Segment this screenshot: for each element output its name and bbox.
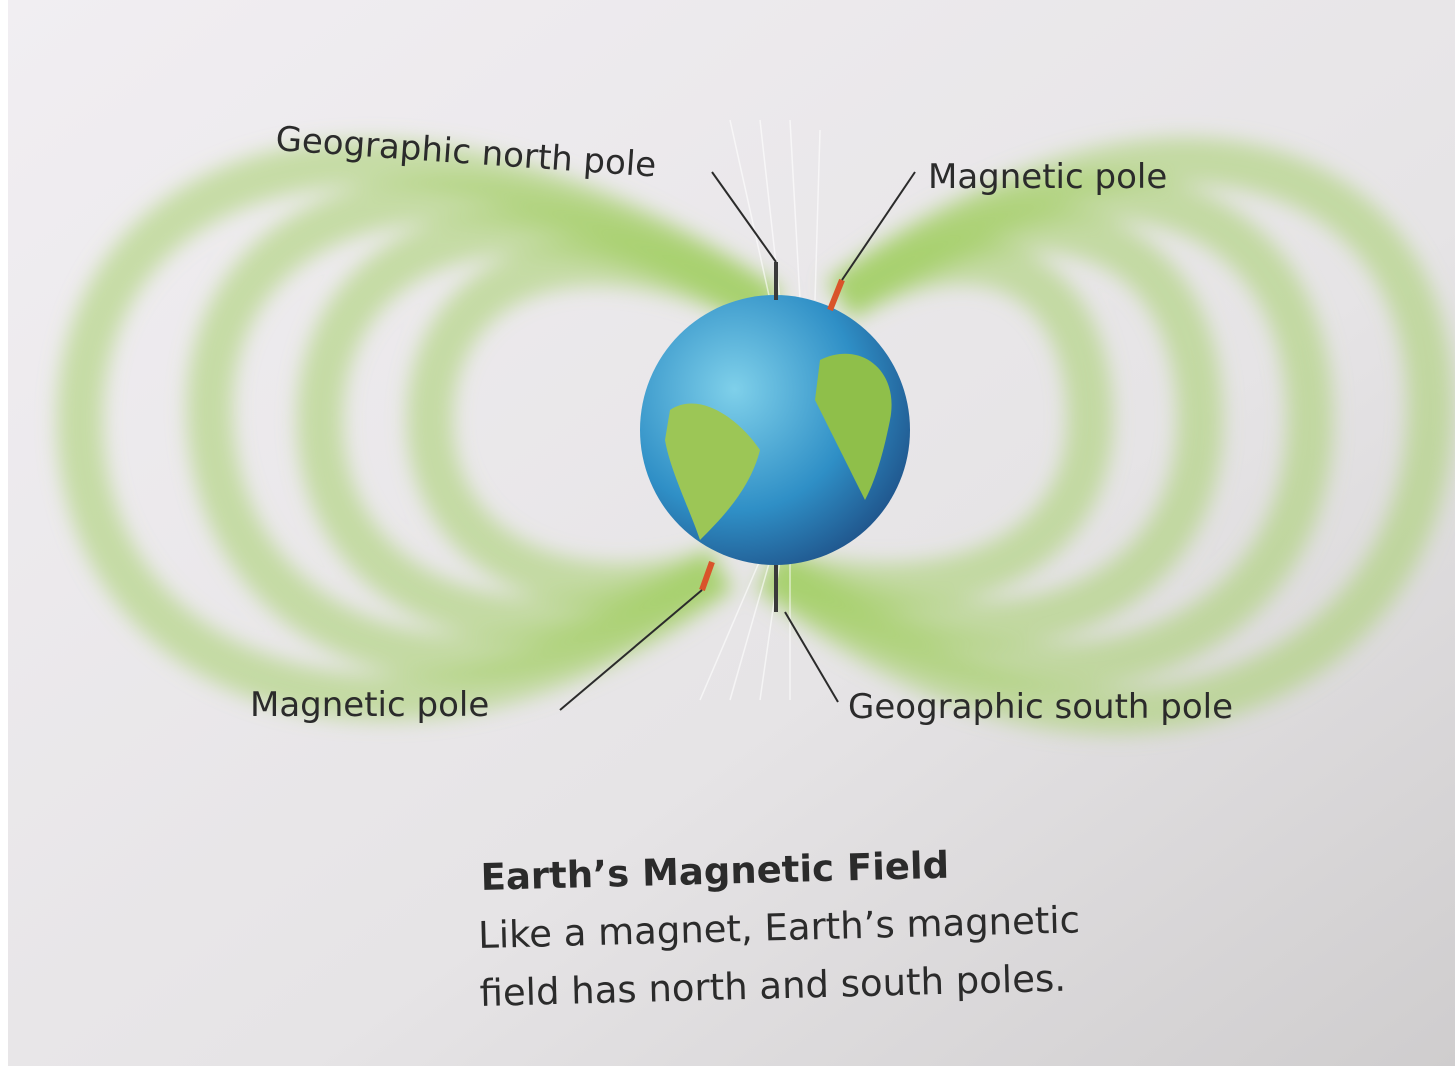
label: Magnetic pole xyxy=(928,157,1167,197)
label: Geographic south pole xyxy=(848,687,1233,727)
label: Magnetic pole xyxy=(250,685,489,725)
diagram: Geographic north pole Magnetic pole Magn… xyxy=(0,0,1455,1066)
edge xyxy=(0,0,8,1066)
